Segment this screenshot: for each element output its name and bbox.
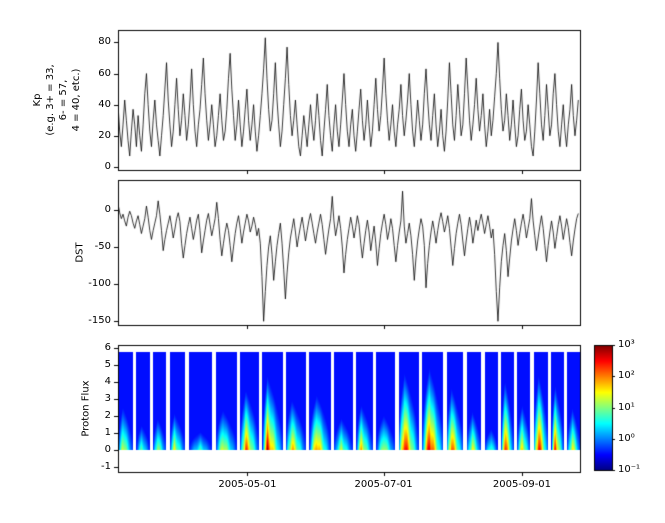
y-tick-label: -50 bbox=[94, 241, 111, 252]
colorbar-tick-label: 10² bbox=[618, 369, 635, 381]
y-tick-label: -1 bbox=[101, 461, 111, 472]
y-tick-label: 1 bbox=[104, 427, 111, 438]
x-tick-label: 2005-07-01 bbox=[354, 479, 413, 490]
y-tick-label: 0 bbox=[104, 444, 111, 455]
y-tick-label: 6 bbox=[104, 342, 111, 353]
y-tick-label: 3 bbox=[104, 393, 111, 404]
colorbar-tick-label: 10¹ bbox=[618, 401, 635, 413]
y-tick-label: 5 bbox=[104, 359, 111, 370]
y-tick-label: -100 bbox=[88, 278, 111, 289]
y-tick-label: 20 bbox=[98, 130, 111, 141]
y-tick-label: 0 bbox=[104, 161, 111, 172]
y-tick-label: 80 bbox=[98, 36, 111, 47]
y-tick-label: 60 bbox=[98, 68, 111, 79]
colorbar-tick-label: 10⁰ bbox=[618, 432, 635, 444]
x-tick-label: 2005-09-01 bbox=[492, 479, 552, 490]
x-tick-label: 2005-05-01 bbox=[218, 479, 277, 490]
colorbar-tick-label: 10³ bbox=[618, 338, 635, 350]
y-tick-label: -150 bbox=[88, 315, 111, 326]
y-tick-label: 40 bbox=[98, 99, 111, 110]
y-tick-label: 2 bbox=[104, 410, 111, 421]
y-tick-label: 0 bbox=[104, 204, 111, 215]
y-tick-label: 4 bbox=[104, 376, 111, 387]
colorbar-tick-label: 10⁻¹ bbox=[618, 463, 641, 475]
kp-axis-label-line: Kp bbox=[32, 93, 43, 107]
kp-axis-label-line: (e.g. 3+ = 33, bbox=[45, 64, 56, 136]
